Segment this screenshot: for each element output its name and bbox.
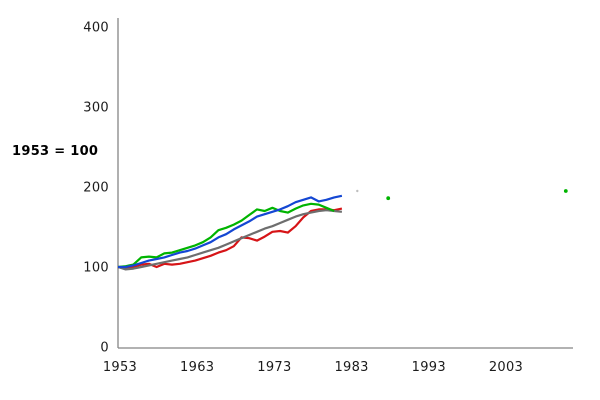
series-green-line [117, 202, 335, 269]
series-green-stray-point [563, 189, 568, 193]
series-gray-line [117, 209, 343, 271]
y-tick-label: 100 [83, 261, 109, 276]
y-tick-label: 200 [83, 181, 109, 196]
series-red-line [117, 207, 343, 270]
series-green-stray-point [386, 196, 391, 201]
x-tick-label: 1963 [180, 360, 214, 375]
y-tick-label: 400 [83, 21, 109, 36]
x-tick-label: 1983 [334, 360, 368, 375]
y-tick-label: 300 [83, 101, 109, 116]
x-tick-label: 1953 [103, 360, 137, 375]
x-tick-label: 1973 [257, 360, 291, 375]
y-tick-label: 0 [100, 341, 109, 356]
x-tick-label: 1993 [412, 360, 446, 375]
x-tick-label: 2003 [489, 360, 523, 375]
series-blue-line [118, 194, 343, 269]
baseline-note: 1953 = 100 [12, 144, 99, 159]
series-gray-stray-point [356, 189, 359, 193]
